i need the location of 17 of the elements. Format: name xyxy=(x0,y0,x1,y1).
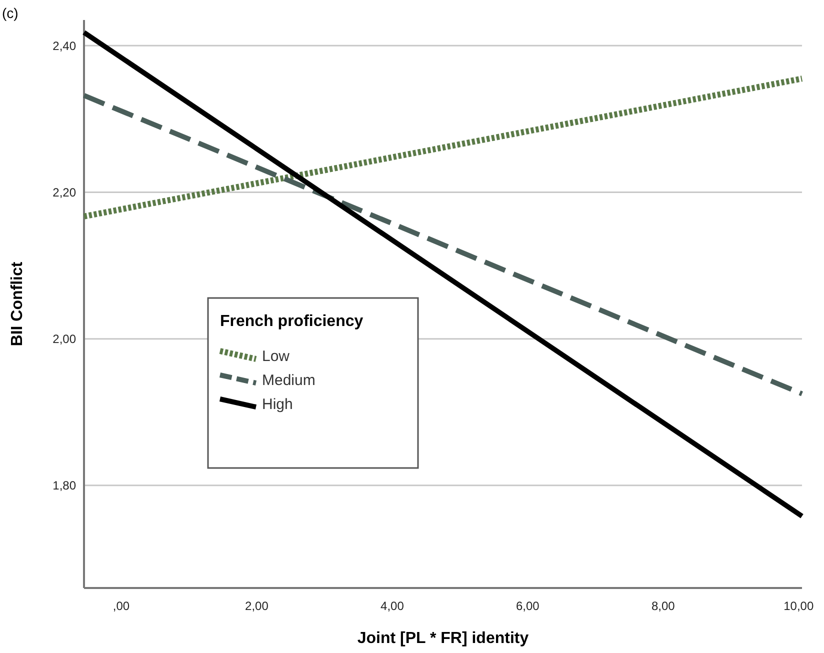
y-tick-label: 2,00 xyxy=(52,332,76,346)
x-tick-label: 6,00 xyxy=(516,599,540,613)
legend-label: High xyxy=(262,396,293,413)
y-axis-title: BII Conflict xyxy=(9,261,26,346)
y-tick-label: 2,20 xyxy=(52,185,76,200)
y-tick-label: 1,80 xyxy=(52,478,76,493)
text: (c) xyxy=(2,5,18,21)
legend-title: French proficiency xyxy=(220,313,364,330)
x-tick-label: 10,00 xyxy=(784,599,814,613)
x-axis-title: Joint [PL * FR] identity xyxy=(357,630,529,647)
x-tick-label: 2,00 xyxy=(245,599,269,613)
legend-label: Medium xyxy=(262,372,316,389)
x-tick-label: 8,00 xyxy=(651,599,676,613)
x-tick-label: 4,00 xyxy=(380,599,404,613)
legend-label: Low xyxy=(262,348,290,365)
y-tick-label: 2,40 xyxy=(52,38,76,53)
x-tick-label: ,00 xyxy=(112,599,130,613)
